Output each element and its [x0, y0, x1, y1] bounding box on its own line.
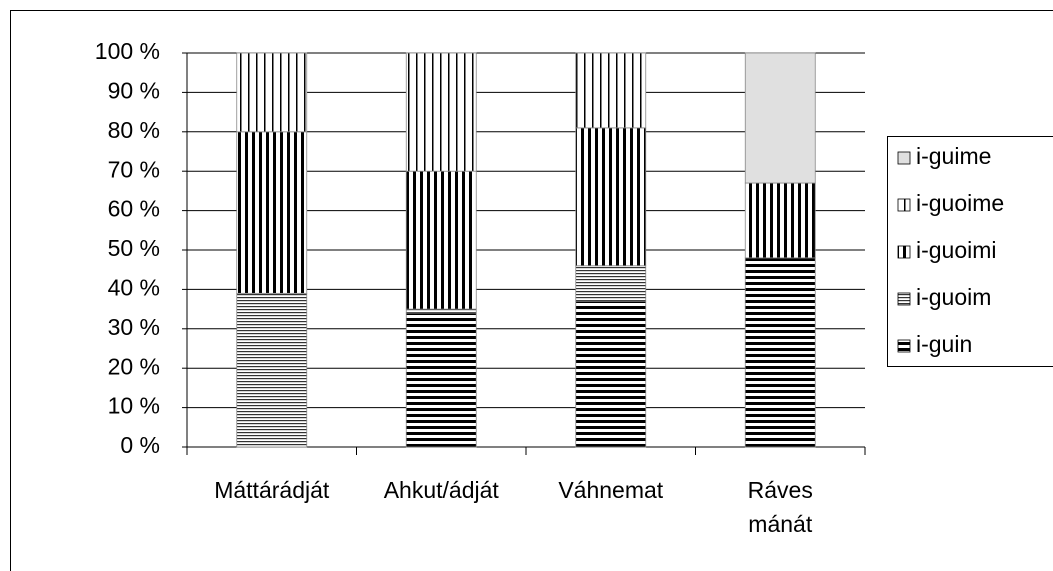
bar-segment	[744, 257, 816, 448]
bar-segment	[575, 127, 647, 267]
chart-frame	[10, 10, 1053, 571]
y-tick-label: 30 %	[108, 314, 160, 340]
bar-segment	[405, 312, 477, 448]
bar-segment	[575, 52, 647, 129]
y-tick-label: 40 %	[108, 274, 160, 300]
x-tick-label: Ahkut/ádját	[384, 477, 500, 503]
bar-segment	[744, 52, 816, 184]
bar-segment	[575, 300, 647, 448]
y-tick-label: 90 %	[108, 77, 160, 103]
x-tick-label: Ráves mánát	[748, 477, 813, 537]
y-tick-label: 60 %	[108, 196, 160, 222]
legend-label: i-guoim	[916, 284, 991, 310]
bar-segment	[744, 182, 816, 259]
legend-label: i-guoime	[916, 190, 1004, 216]
y-tick-label: 10 %	[108, 393, 160, 419]
x-tick-label: Máttárádját	[214, 477, 330, 503]
y-tick-label: 80 %	[108, 117, 160, 143]
legend-swatch	[897, 292, 911, 306]
y-tick-label: 70 %	[108, 156, 160, 182]
legend-label: i-guin	[916, 331, 972, 357]
bar-segment	[236, 292, 308, 448]
legend-swatch	[897, 339, 911, 353]
x-tick-label: Váhnemat	[558, 477, 663, 503]
y-tick-label: 100 %	[95, 38, 160, 64]
legend-swatch	[897, 151, 911, 165]
bar-segment	[405, 170, 477, 310]
legend-label: i-guoimi	[916, 237, 997, 263]
y-tick-label: 0 %	[120, 432, 160, 458]
y-tick-label: 50 %	[108, 235, 160, 261]
y-tick-label: 20 %	[108, 353, 160, 379]
bar-segment	[236, 52, 308, 133]
bar-segment	[236, 131, 308, 294]
legend-swatch	[897, 198, 911, 212]
bar-segment	[405, 52, 477, 172]
bar-segment	[405, 308, 477, 314]
bar-segment	[575, 265, 647, 302]
legend-box	[887, 136, 1053, 367]
legend-label: i-guime	[916, 143, 991, 169]
legend-swatch	[897, 245, 911, 259]
